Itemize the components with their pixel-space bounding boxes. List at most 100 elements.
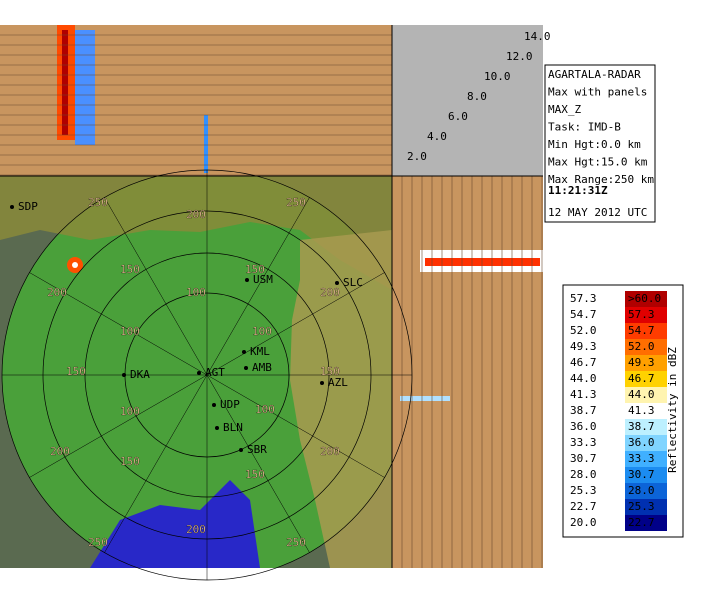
legend-swatch [625,483,667,499]
info-line: Max Range:250 km [548,173,654,186]
legend-high: 33.3 [628,452,655,465]
station-label: SDP [18,200,38,213]
height-label: 8.0 [467,90,487,103]
info-line: Task: IMD-B [548,121,621,134]
range-label: 100 [120,325,140,338]
radial-line [206,374,385,478]
legend-swatch [625,387,667,403]
height-panel [392,25,543,176]
info-line: Min Hgt:0.0 km [548,138,641,151]
height-label: 2.0 [407,150,427,163]
legend-high: 25.3 [628,500,655,513]
radial-line [206,197,310,376]
legend-low: 52.0 [570,324,597,337]
legend-swatch [625,467,667,483]
range-label: 100 [186,286,206,299]
legend-low: 22.7 [570,500,597,513]
station-label: SBR [247,443,267,456]
radial-line [104,374,208,553]
map [0,176,392,568]
time: 11:21:31Z [548,184,608,197]
legend-low: 20.0 [570,516,597,529]
range-label: 250 [286,196,306,209]
station-dot [245,278,249,282]
legend-high: >60.0 [628,292,661,305]
range-label: 200 [50,445,70,458]
radial-line [206,374,310,553]
legend-high: 41.3 [628,404,655,417]
station-dot [212,403,216,407]
height-label: 12.0 [506,50,533,63]
legend-high: 36.0 [628,436,655,449]
legend-swatch [625,515,667,531]
info-line: MAX_Z [548,103,581,116]
echo [204,115,208,173]
range-label: 150 [66,365,86,378]
legend-low: 41.3 [570,388,597,401]
legend-title: Reflectivity in dBZ [666,347,679,473]
station-label: AZL [328,376,348,389]
legend-swatch [625,323,667,339]
legend-high: 30.7 [628,468,655,481]
legend-low: 38.7 [570,404,597,417]
legend-swatch [625,355,667,371]
height-label: 4.0 [427,130,447,143]
echo [425,258,540,266]
legend-high: 28.0 [628,484,655,497]
height-label: 10.0 [484,70,511,83]
station-label: USM [253,273,273,286]
radial-line [104,197,208,376]
echo [400,396,450,401]
legend-low: 54.7 [570,308,597,321]
station-label: AGT [205,366,225,379]
legend-high: 44.0 [628,388,655,401]
station-label: SLC [343,276,363,289]
legend-swatch [625,307,667,323]
legend-high: 38.7 [628,420,655,433]
radial-line [206,272,385,376]
station-dot [244,366,248,370]
station-dot [239,448,243,452]
echo [62,30,68,135]
station-label: AMB [252,361,272,374]
range-label: 150 [245,263,265,276]
range-label: 150 [320,365,340,378]
height-label: 14.0 [524,30,551,43]
range-label: 150 [245,468,265,481]
date: 12 MAY 2012 UTC [548,206,647,219]
legend-swatch [625,403,667,419]
legend-low: 30.7 [570,452,597,465]
info-box [544,64,656,223]
legend-swatch [625,419,667,435]
legend-low: 44.0 [570,372,597,385]
info-line: Max with panels [548,86,647,99]
legend-low: 49.3 [570,340,597,353]
legend-high: 46.7 [628,372,655,385]
legend-high: 22.7 [628,516,655,529]
legend-low: 25.3 [570,484,597,497]
range-label: 150 [120,263,140,276]
radial-line [29,272,208,376]
legend-low: 36.0 [570,420,597,433]
range-label: 250 [88,536,108,549]
right-panel [392,176,543,568]
station-dot [10,205,14,209]
range-label: 200 [186,208,206,221]
range-label: 200 [320,445,340,458]
legend-high: 57.3 [628,308,655,321]
range-label: 250 [88,196,108,209]
legend-high: 54.7 [628,324,655,337]
legend-swatch [625,451,667,467]
echo [75,30,95,145]
range-label: 100 [255,403,275,416]
info-line: Max Hgt:15.0 km [548,156,648,169]
range-label: 250 [286,536,306,549]
station-dot [242,350,246,354]
range-label: 200 [320,286,340,299]
range-label: 200 [186,523,206,536]
station-dot [215,426,219,430]
legend-high: 52.0 [628,340,655,353]
station-dot [335,281,339,285]
station-label: BLN [223,421,243,434]
